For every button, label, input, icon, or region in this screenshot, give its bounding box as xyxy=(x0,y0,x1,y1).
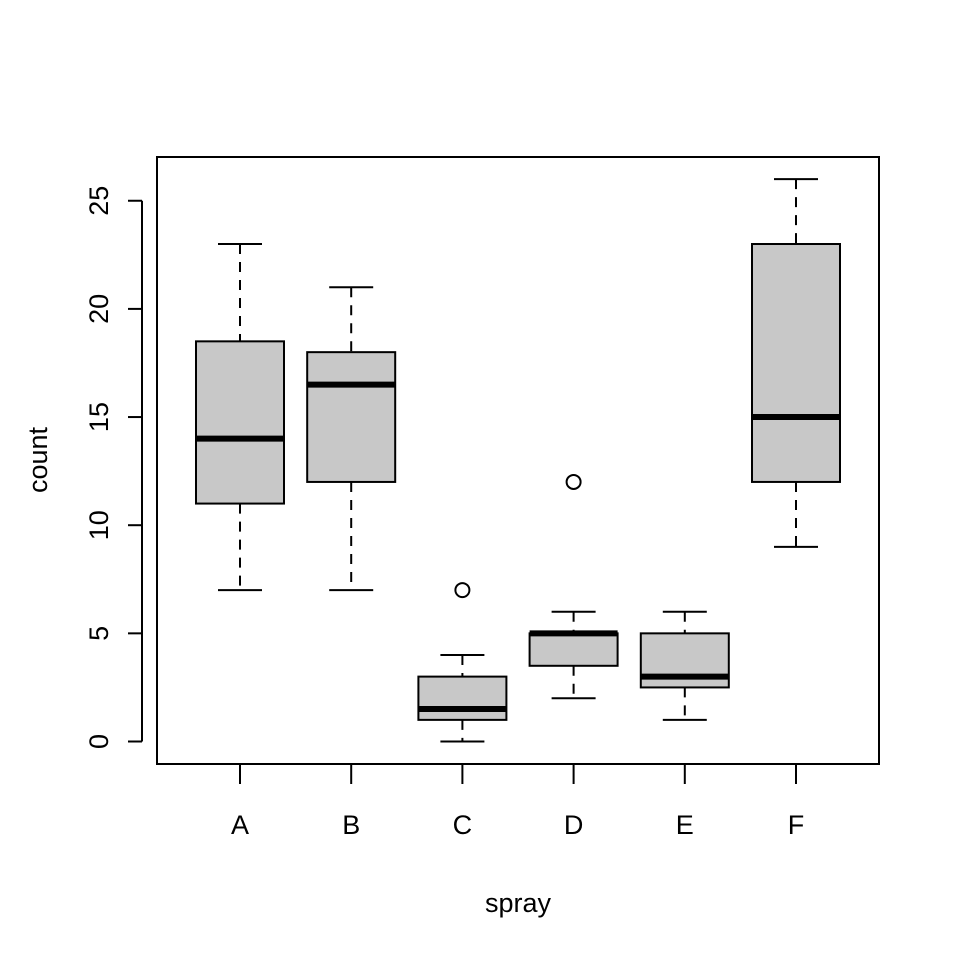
y-tick-label: 25 xyxy=(84,186,114,216)
x-tick-label: E xyxy=(676,810,694,840)
y-tick-label: 0 xyxy=(84,734,114,749)
box-A xyxy=(195,243,285,592)
x-axis: A B C D E F xyxy=(231,763,805,840)
x-tick-label: B xyxy=(342,810,360,840)
box-B xyxy=(306,286,397,592)
x-tick-label: A xyxy=(231,810,249,840)
x-tick-label: C xyxy=(453,810,473,840)
box-C xyxy=(417,582,508,743)
x-axis-label: spray xyxy=(485,888,552,918)
box-D xyxy=(528,473,619,700)
x-tick-label: F xyxy=(788,810,805,840)
y-tick-label: 10 xyxy=(84,510,114,540)
iqr-box xyxy=(751,243,841,483)
boxes-group xyxy=(195,178,841,743)
outlier-point xyxy=(454,582,471,599)
y-tick-label: 15 xyxy=(84,402,114,432)
box-E xyxy=(639,610,730,721)
y-axis: 0 5 10 15 20 25 xyxy=(84,186,143,749)
iqr-box xyxy=(417,675,508,721)
iqr-box xyxy=(528,632,619,667)
y-tick-label: 20 xyxy=(84,294,114,324)
iqr-box xyxy=(195,340,285,505)
outlier-point xyxy=(565,473,582,490)
iqr-box xyxy=(306,351,397,483)
y-axis-label: count xyxy=(23,426,53,493)
x-tick-label: D xyxy=(564,810,584,840)
box-F xyxy=(751,178,841,548)
y-tick-label: 5 xyxy=(84,626,114,641)
